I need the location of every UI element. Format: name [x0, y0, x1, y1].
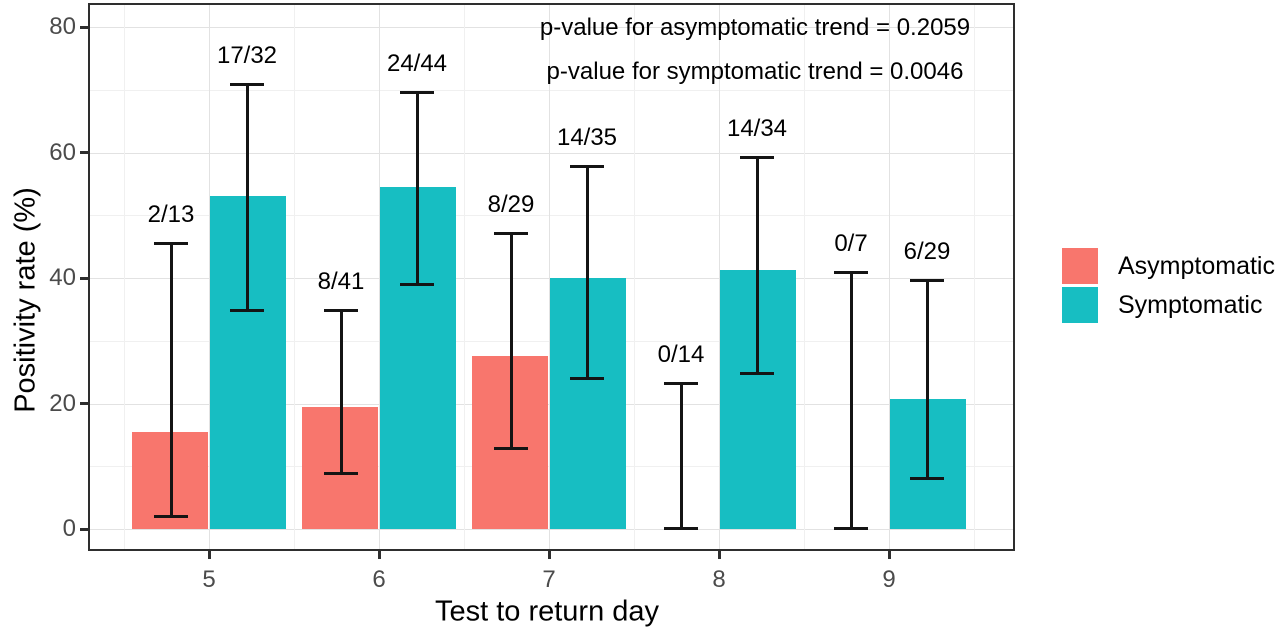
bar-fraction-label: 14/34: [726, 114, 788, 142]
x-axis-tick: [547, 551, 551, 559]
y-axis-title: Positivity rate (%): [9, 187, 42, 413]
gridline-major-v: [549, 3, 550, 551]
gridline-major-v: [889, 3, 890, 551]
gridline-minor-v: [124, 3, 125, 551]
x-axis-tick: [717, 551, 721, 559]
error-bar-line: [245, 84, 249, 312]
error-bar-line: [509, 232, 513, 450]
error-bar-line: [925, 279, 929, 479]
x-tick-label: 7: [542, 566, 556, 593]
y-tick-label: 0: [62, 515, 76, 542]
y-tick-label: 80: [49, 13, 76, 40]
error-bar-cap-top: [834, 270, 868, 274]
error-bar-cap-top: [324, 309, 358, 312]
bar-fraction-label: 14/35: [556, 123, 618, 151]
y-axis-tick: [80, 25, 88, 29]
y-tick-label: 20: [49, 389, 76, 417]
y-tick-label: 60: [49, 138, 76, 166]
pvalue-annotation-asymptomatic: p-value for asymptomatic trend = 0.2059: [539, 14, 971, 41]
x-axis-title: Test to return day: [434, 595, 660, 628]
error-bar-line: [169, 243, 173, 518]
bar-fraction-label: 0/14: [657, 341, 705, 369]
error-bar-cap-bottom: [664, 527, 698, 530]
error-bar-cap-top: [740, 155, 774, 159]
gridline-major-v: [379, 3, 380, 551]
error-bar-cap-top: [154, 242, 188, 246]
gridline-major-h: [88, 529, 1015, 530]
y-axis-tick: [80, 151, 88, 154]
error-bar-cap-top: [400, 91, 434, 95]
legend-swatch-symptomatic: [1062, 287, 1098, 323]
pvalue-annotation-symptomatic: p-value for symptomatic trend = 0.0046: [546, 58, 964, 85]
error-bar-cap-bottom: [324, 471, 358, 475]
gridline-minor-v: [294, 3, 295, 551]
error-bar-cap-bottom: [570, 377, 604, 381]
x-tick-label: 6: [372, 566, 386, 593]
x-tick-label: 8: [712, 566, 726, 593]
gridline-major-h: [88, 27, 1015, 28]
gridline-minor-v: [974, 3, 975, 551]
gridline-minor-h: [88, 215, 1015, 217]
gridline-minor-h: [88, 89, 1015, 91]
legend-label-asymptomatic: Asymptomatic: [1118, 252, 1275, 280]
error-bar-line: [849, 271, 853, 529]
y-axis-tick: [80, 402, 88, 405]
legend-label-symptomatic: Symptomatic: [1118, 291, 1263, 319]
y-axis-tick: [80, 276, 88, 280]
gridline-major-v: [719, 3, 720, 551]
legend: Asymptomatic Symptomatic: [1062, 248, 1275, 326]
error-bar-line: [755, 156, 759, 374]
error-bar-line: [415, 92, 419, 285]
x-axis-tick: [207, 551, 211, 559]
error-bar-cap-bottom: [230, 309, 264, 313]
legend-item-asymptomatic: Asymptomatic: [1062, 248, 1275, 284]
error-bar-cap-top: [570, 164, 604, 168]
x-axis-tick: [887, 551, 891, 559]
error-bar-cap-bottom: [740, 372, 774, 375]
error-bar-cap-bottom: [910, 476, 944, 480]
x-tick-label: 5: [202, 566, 216, 593]
error-bar-line: [339, 310, 343, 474]
error-bar-cap-top: [664, 382, 698, 386]
error-bar-cap-bottom: [834, 527, 868, 530]
error-bar-cap-bottom: [494, 447, 528, 451]
legend-item-symptomatic: Symptomatic: [1062, 287, 1275, 323]
legend-swatch-asymptomatic: [1062, 248, 1098, 284]
error-bar-line: [585, 165, 589, 380]
error-bar-cap-bottom: [154, 515, 188, 519]
plot-panel: p-value for asymptomatic trend = 0.2059 …: [88, 3, 1015, 551]
bar-fraction-label: 6/29: [903, 237, 951, 265]
bar-fraction-label: 2/13: [147, 201, 195, 229]
bar-fraction-label: 24/44: [386, 50, 448, 78]
error-bar-cap-top: [494, 231, 528, 235]
bar-fraction-label: 8/29: [487, 190, 535, 218]
gridline-minor-v: [464, 3, 465, 551]
gridline-minor-v: [634, 3, 635, 551]
error-bar-cap-top: [910, 278, 944, 282]
x-axis-tick: [377, 551, 381, 559]
error-bar-cap-bottom: [400, 282, 434, 286]
y-axis-tick: [80, 527, 88, 531]
error-bar-line: [679, 383, 683, 529]
x-tick-label: 9: [882, 566, 896, 593]
error-bar-cap-top: [230, 83, 264, 87]
y-tick-label: 40: [49, 264, 76, 291]
gridline-major-h: [88, 152, 1015, 154]
bar-fraction-label: 0/7: [834, 229, 868, 257]
bar-fraction-label: 8/41: [317, 268, 365, 295]
gridline-minor-v: [804, 3, 805, 551]
bar-fraction-label: 17/32: [216, 42, 278, 70]
gridline-major-v: [209, 3, 210, 551]
